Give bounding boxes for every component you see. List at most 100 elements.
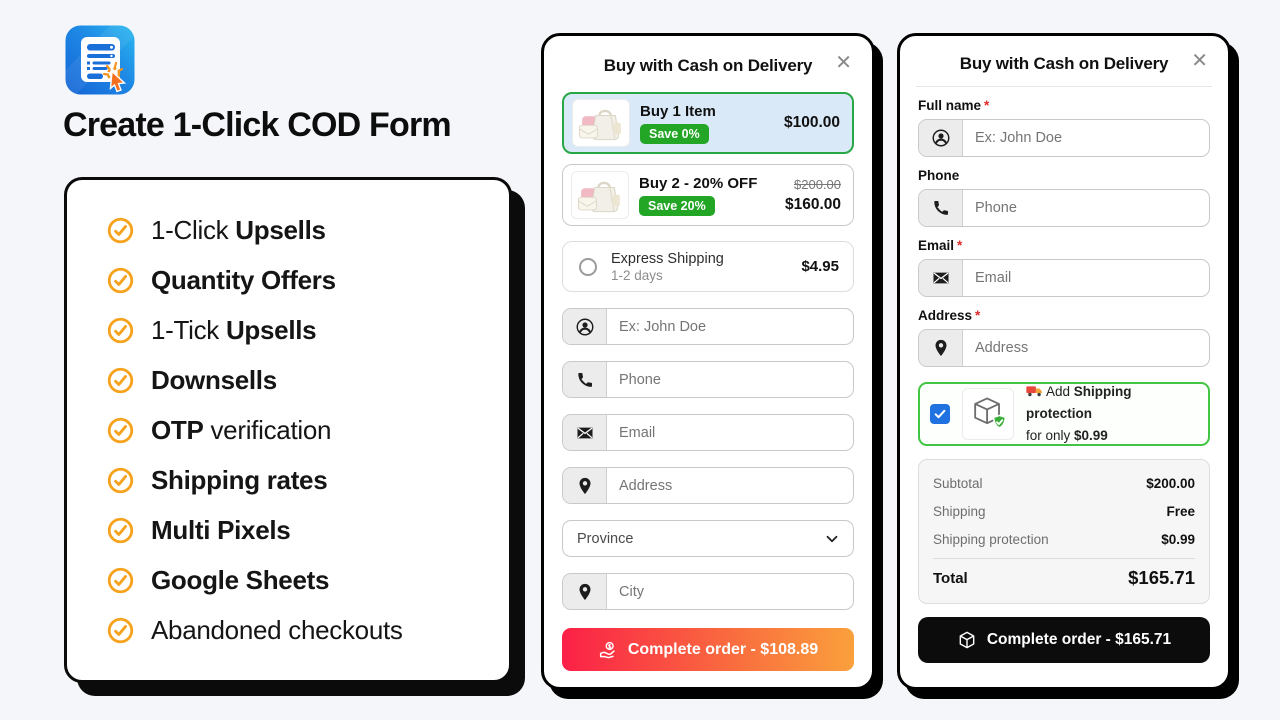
feature-item: Shipping rates: [107, 455, 489, 505]
complete-order-button[interactable]: Complete order - $165.71: [918, 617, 1210, 663]
order-summary: Subtotal $200.00 Shipping Free Shipping …: [918, 459, 1210, 604]
chevron-down-icon: [826, 535, 838, 542]
check-circle-icon: [107, 617, 134, 644]
full-name-field: [918, 119, 1210, 157]
feature-item: 1-Tick Upsells: [107, 305, 489, 355]
offer-info: Buy 1 Item Save 0%: [640, 103, 774, 144]
feature-label: Quantity Offers: [151, 264, 336, 295]
feature-item: Google Sheets: [107, 555, 489, 605]
product-image: [572, 99, 630, 147]
popup-cod-form: Buy with Cash on Delivery ✕ Buy 1 Item S…: [541, 33, 875, 690]
form-header: Buy with Cash on Delivery ✕: [918, 48, 1210, 78]
address-input[interactable]: [607, 468, 853, 503]
radio-unchecked-icon[interactable]: [579, 257, 597, 276]
feature-label: Multi Pixels: [151, 514, 291, 545]
full-name-label: Full name *: [918, 98, 990, 113]
shipping-protection-upsell[interactable]: Add Shipping protection for only $0.99: [918, 382, 1210, 446]
required-mark: *: [975, 308, 981, 323]
summary-row: Subtotal $200.00: [933, 469, 1195, 497]
full-name-input[interactable]: [963, 120, 1209, 156]
feature-label: Abandoned checkouts: [151, 614, 403, 645]
city-input[interactable]: [607, 574, 853, 609]
shipping-name: Express Shipping: [611, 250, 724, 267]
close-icon[interactable]: ✕: [1191, 50, 1208, 72]
offer-prices: $200.00 $160.00: [785, 176, 841, 214]
form-title: Buy with Cash on Delivery: [603, 56, 813, 75]
check-circle-icon: [107, 267, 134, 294]
shipping-option-express[interactable]: Express Shipping 1-2 days $4.95: [562, 241, 854, 292]
summary-value: $0.99: [1161, 531, 1195, 547]
offer-option-2[interactable]: Buy 2 - 20% OFF Save 20% $200.00 $160.00: [562, 164, 854, 226]
close-icon[interactable]: ✕: [835, 52, 852, 74]
address-field: [562, 467, 854, 504]
check-circle-icon: [107, 567, 134, 594]
full-name-input[interactable]: [607, 309, 853, 344]
package-icon: [959, 631, 975, 649]
delivery-truck-icon: [1026, 386, 1042, 396]
phone-icon: [919, 190, 963, 226]
offer-name: Buy 1 Item: [640, 102, 716, 120]
envelope-icon: [919, 260, 963, 296]
field-cod-form: Buy with Cash on Delivery ✕ Full name* P…: [897, 33, 1231, 690]
shipping-price: $4.95: [801, 258, 839, 275]
save-badge: Save 0%: [640, 123, 709, 144]
address-label: Address *: [918, 308, 981, 323]
summary-row: Shipping Free: [933, 497, 1195, 525]
checkbox-checked-icon[interactable]: [930, 404, 950, 424]
offer-name: Buy 2 - 20% OFF: [639, 174, 758, 192]
complete-order-label: Complete order - $108.89: [627, 640, 819, 658]
summary-row: Shipping protection $0.99: [933, 525, 1195, 553]
location-pin-icon: [563, 574, 607, 609]
offer-price: $160.00: [784, 196, 841, 213]
address-field: [918, 329, 1210, 367]
app-logo: [64, 24, 136, 96]
check-circle-icon: [107, 217, 134, 244]
offer-option-1[interactable]: Buy 1 Item Save 0% $100.00: [562, 92, 854, 154]
features-card: 1-Click Upsells Quantity Offers 1-Tick U…: [64, 177, 512, 683]
page-title: Create 1-Click COD Form: [63, 106, 452, 144]
full-name-field: [562, 308, 854, 345]
feature-label: 1-Tick Upsells: [151, 314, 317, 345]
feature-item: Abandoned checkouts: [107, 605, 489, 655]
envelope-icon: [563, 415, 607, 450]
form-title: Buy with Cash on Delivery: [959, 54, 1169, 73]
feature-label: 1-Click Upsells: [151, 214, 326, 245]
province-select-value: Province: [577, 530, 634, 547]
location-pin-icon: [919, 330, 963, 366]
phone-input[interactable]: [607, 362, 853, 397]
check-circle-icon: [107, 467, 134, 494]
email-label: Email *: [918, 238, 963, 253]
summary-label: Shipping: [933, 503, 986, 519]
check-circle-icon: [107, 517, 134, 544]
shipping-info: Express Shipping 1-2 days: [611, 251, 787, 283]
offer-info: Buy 2 - 20% OFF Save 20%: [639, 175, 775, 216]
total-row: Total $165.71: [933, 563, 1195, 593]
shipping-eta: 1-2 days: [611, 267, 663, 283]
feature-label: Google Sheets: [151, 564, 330, 595]
feature-item: Downsells: [107, 355, 489, 405]
feature-label: Downsells: [151, 364, 277, 395]
offer-price: $100.00: [783, 114, 840, 131]
email-input[interactable]: [963, 260, 1209, 296]
province-select[interactable]: Province: [562, 520, 854, 557]
shipping-protection-text: Add Shipping protection for only $0.99: [1026, 383, 1132, 444]
address-input[interactable]: [963, 330, 1209, 366]
summary-divider: [933, 558, 1195, 559]
total-label: Total: [933, 569, 968, 587]
phone-icon: [563, 362, 607, 397]
product-image: [571, 171, 629, 219]
cod-form-app-icon: [65, 25, 135, 95]
summary-label: Shipping protection: [933, 531, 1049, 547]
person-icon: [919, 120, 963, 156]
phone-field: [918, 189, 1210, 227]
email-field: [562, 414, 854, 451]
phone-input[interactable]: [963, 190, 1209, 226]
feature-label: Shipping rates: [151, 464, 328, 495]
summary-label: Subtotal: [933, 475, 983, 491]
email-input[interactable]: [607, 415, 853, 450]
complete-order-button[interactable]: Complete order - $108.89: [562, 628, 854, 671]
feature-label: OTP verification: [151, 414, 332, 445]
required-mark: *: [984, 98, 990, 113]
feature-item: Multi Pixels: [107, 505, 489, 555]
